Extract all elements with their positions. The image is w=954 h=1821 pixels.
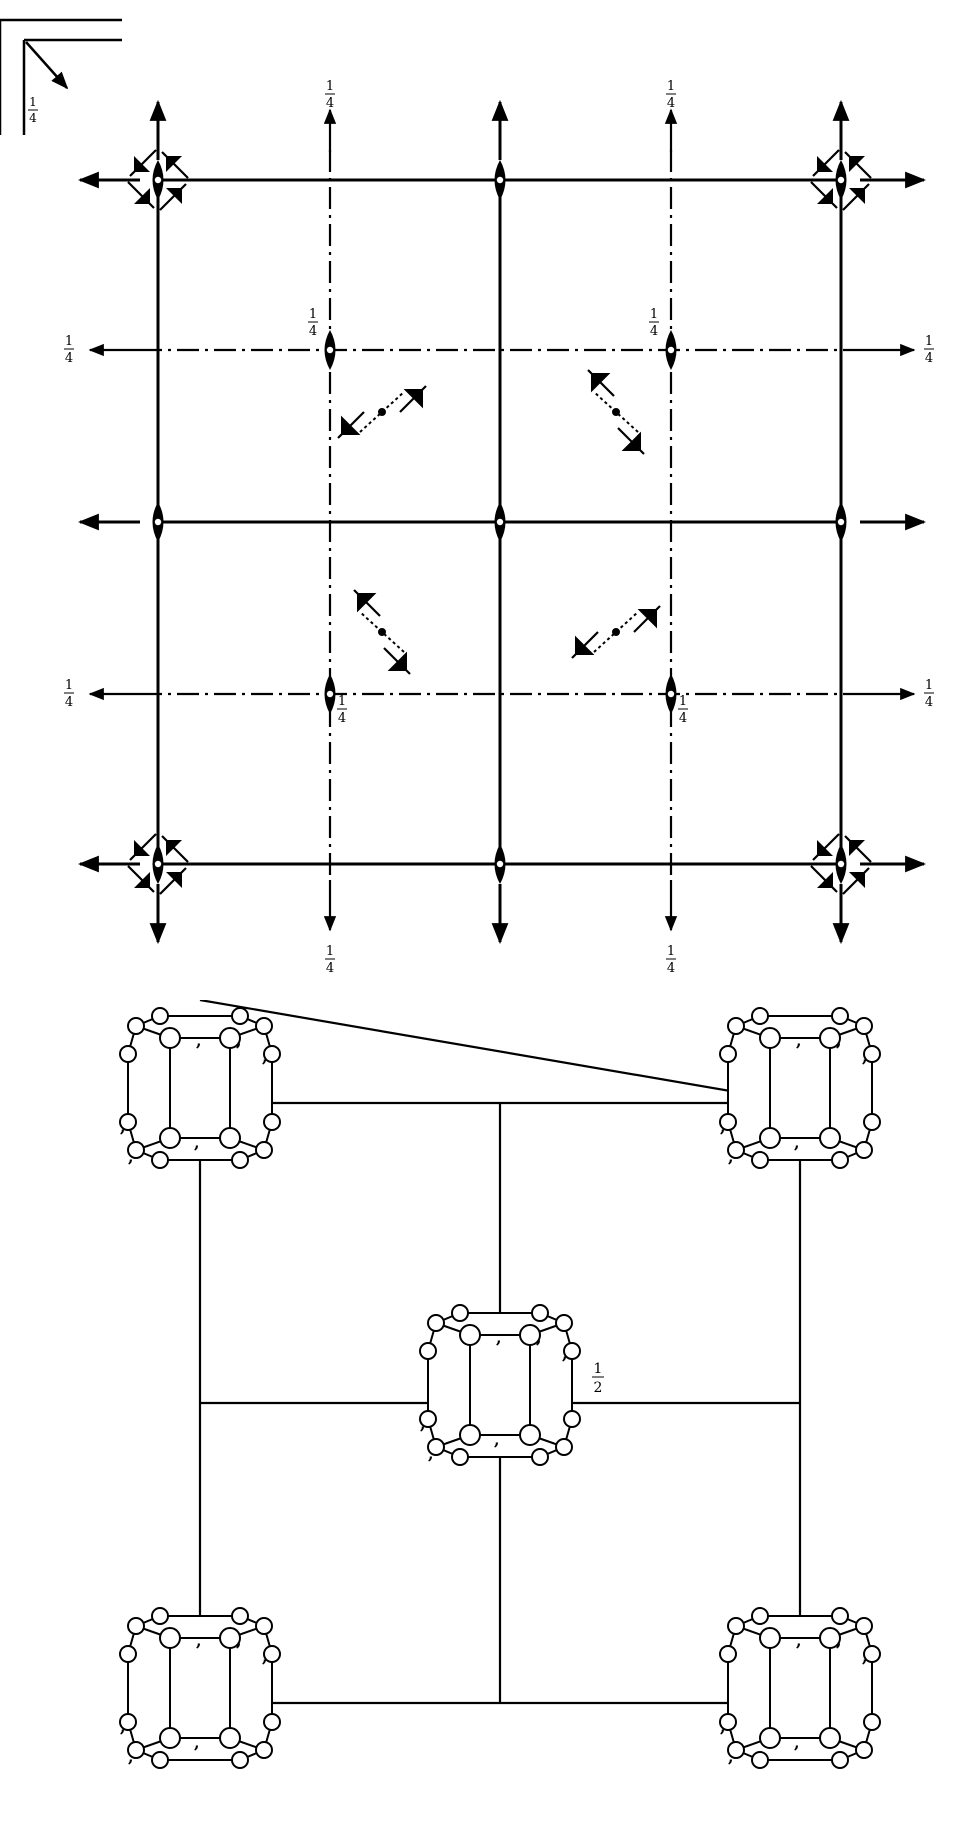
- svg-text:4: 4: [326, 96, 334, 111]
- svg-text:1: 1: [326, 79, 334, 94]
- svg-text:4: 4: [65, 351, 73, 366]
- molecule-bottom-left: [119, 1607, 281, 1769]
- svg-text:1: 1: [679, 694, 687, 709]
- svg-text:1: 1: [326, 944, 334, 959]
- svg-text:4: 4: [679, 711, 687, 726]
- svg-text:4: 4: [65, 695, 73, 710]
- symmetry-element-diagram: 1 4: [0, 18, 934, 976]
- svg-text:4: 4: [650, 324, 658, 339]
- svg-text:1: 1: [65, 334, 73, 349]
- svg-text:4: 4: [326, 961, 334, 976]
- svg-text:4: 4: [667, 96, 675, 111]
- svg-text:1: 1: [338, 694, 346, 709]
- svg-text:1: 1: [65, 678, 73, 693]
- center-height-label: 1 2: [592, 1361, 604, 1396]
- svg-text:1: 1: [667, 944, 675, 959]
- dashdot-axes: [140, 150, 860, 880]
- svg-text:4: 4: [925, 695, 933, 710]
- inner-rotoinversion-pairs: [336, 368, 662, 676]
- svg-text:1: 1: [29, 95, 37, 109]
- origin-marker: [0, 18, 122, 135]
- molecule-top-left: [119, 1007, 281, 1169]
- molecule-center: [419, 1304, 581, 1466]
- svg-text:2: 2: [594, 1380, 603, 1396]
- svg-text:1: 1: [667, 79, 675, 94]
- origin-height-label: 1 4: [28, 95, 38, 125]
- svg-text:1: 1: [650, 307, 658, 322]
- svg-text:4: 4: [667, 961, 675, 976]
- dashdot-arrows: [88, 108, 916, 932]
- molecular-packing-diagram: , , , , , , 1 2: [119, 1000, 881, 1769]
- svg-text:1: 1: [925, 678, 933, 693]
- svg-text:4: 4: [309, 324, 317, 339]
- svg-text:1: 1: [925, 334, 933, 349]
- height-labels: 1 4 1 4 1 4 1 4 1 4 1 4 1 4 1 4 1 4 1 4 1 4 1 4: [64, 79, 934, 976]
- svg-text:4: 4: [29, 111, 37, 125]
- svg-text:1: 1: [594, 1361, 603, 1377]
- svg-text:1: 1: [309, 307, 317, 322]
- molecule-bottom-right: [719, 1607, 881, 1769]
- svg-text:4: 4: [338, 711, 346, 726]
- molecule-top-right: [719, 1007, 881, 1169]
- svg-text:4: 4: [925, 351, 933, 366]
